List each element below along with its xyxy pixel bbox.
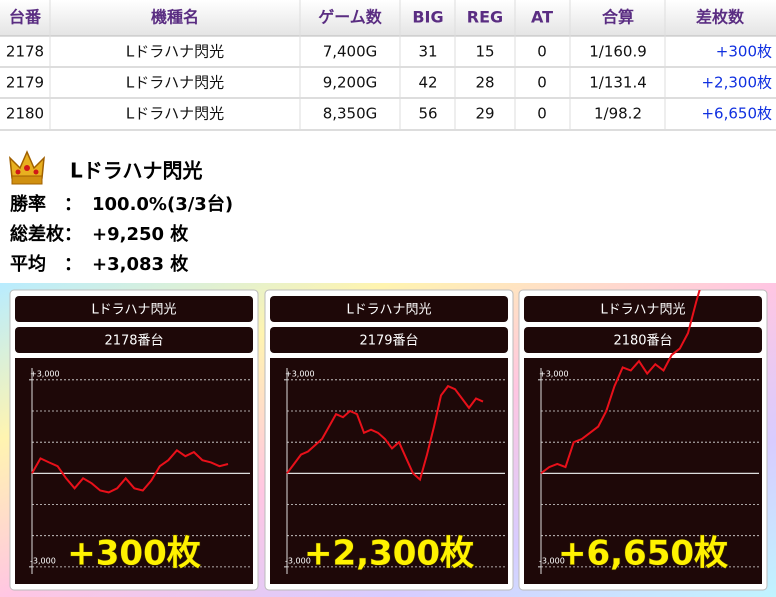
summary-title: Lドラハナ閃光 bbox=[70, 159, 203, 183]
panel-title-bar bbox=[524, 296, 762, 322]
panel-sub-bar bbox=[270, 327, 508, 353]
panel-title: Lドラハナ閃光 bbox=[600, 303, 685, 318]
table-header: 合算 bbox=[602, 8, 634, 27]
table-cell: +6,650枚 bbox=[701, 105, 772, 123]
result-label: +2,300枚 bbox=[304, 534, 474, 574]
table-cell: 0 bbox=[537, 74, 547, 92]
summary-value: +3,083 枚 bbox=[92, 253, 189, 275]
summary-value: 100.0%(3/3台) bbox=[92, 193, 233, 215]
chart-bg bbox=[270, 358, 508, 584]
chart-bg bbox=[524, 358, 762, 584]
table-header: 差枚数 bbox=[696, 8, 745, 27]
y-tick-label: -3,000 bbox=[30, 556, 56, 565]
line bbox=[540, 290, 701, 475]
table-header: AT bbox=[531, 8, 553, 27]
table-cell: +300枚 bbox=[716, 43, 772, 61]
crown bbox=[9, 150, 45, 185]
summary-label: 平均 bbox=[10, 253, 46, 275]
summary-colon: ： bbox=[64, 224, 82, 245]
table-cell: 31 bbox=[418, 43, 437, 61]
table-cell: 2178 bbox=[6, 43, 44, 61]
table-header: 機種名 bbox=[151, 8, 199, 27]
table-cell: Lドラハナ閃光 bbox=[126, 43, 224, 61]
summary-label: 総差枚 bbox=[10, 223, 65, 245]
result-label: +300枚 bbox=[67, 534, 200, 574]
y-tick-label: +3,000 bbox=[30, 369, 60, 378]
table-cell: 7,400G bbox=[323, 43, 378, 61]
y-tick-label: -3,000 bbox=[539, 556, 565, 565]
table-header: BIG bbox=[412, 8, 443, 27]
table-cell: 1/160.9 bbox=[589, 43, 647, 61]
table-cell: 1/98.2 bbox=[594, 105, 642, 123]
result-label: +6,650枚 bbox=[558, 534, 728, 574]
table-cell: Lドラハナ閃光 bbox=[126, 105, 224, 123]
panel-subtitle: 2179番台 bbox=[359, 334, 418, 349]
table-cell: 0 bbox=[537, 105, 547, 123]
table-header: REG bbox=[467, 8, 503, 27]
summary-colon: ： bbox=[64, 254, 82, 275]
panel-sub-bar bbox=[524, 327, 762, 353]
summary-colon: ： bbox=[64, 194, 82, 215]
table-cell: 28 bbox=[475, 74, 494, 92]
chart-bg bbox=[15, 358, 253, 584]
panel-title-bar bbox=[270, 296, 508, 322]
panel-subtitle: 2180番台 bbox=[613, 334, 672, 349]
panel-subtitle: 2178番台 bbox=[104, 334, 163, 349]
table-cell: Lドラハナ閃光 bbox=[126, 74, 224, 92]
panel-sub-bar bbox=[15, 327, 253, 353]
table-header: 台番 bbox=[9, 8, 42, 27]
table-cell: 2179 bbox=[6, 74, 44, 92]
panel-title: Lドラハナ閃光 bbox=[91, 303, 176, 318]
table-cell: 8,350G bbox=[323, 105, 378, 123]
y-tick-label: -3,000 bbox=[285, 556, 311, 565]
table-header: ゲーム数 bbox=[318, 8, 383, 27]
table-cell: 0 bbox=[537, 43, 547, 61]
line bbox=[31, 448, 229, 494]
table-cell: 42 bbox=[418, 74, 437, 92]
table-cell: 29 bbox=[475, 105, 494, 123]
line bbox=[286, 384, 484, 482]
table-cell: 56 bbox=[418, 105, 437, 123]
table-cell: 1/131.4 bbox=[589, 74, 647, 92]
summary-value: +9,250 枚 bbox=[92, 223, 189, 245]
y-tick-label: +3,000 bbox=[539, 369, 569, 378]
summary-label: 勝率 bbox=[10, 193, 46, 215]
table-header-bg bbox=[0, 0, 776, 36]
table-cell: 2180 bbox=[6, 105, 44, 123]
panel-title-bar bbox=[15, 296, 253, 322]
table-cell: 9,200G bbox=[323, 74, 378, 92]
table-cell: 15 bbox=[475, 43, 494, 61]
table-cell: +2,300枚 bbox=[701, 74, 772, 92]
panel-title: Lドラハナ閃光 bbox=[346, 303, 431, 318]
y-tick-label: +3,000 bbox=[285, 369, 315, 378]
